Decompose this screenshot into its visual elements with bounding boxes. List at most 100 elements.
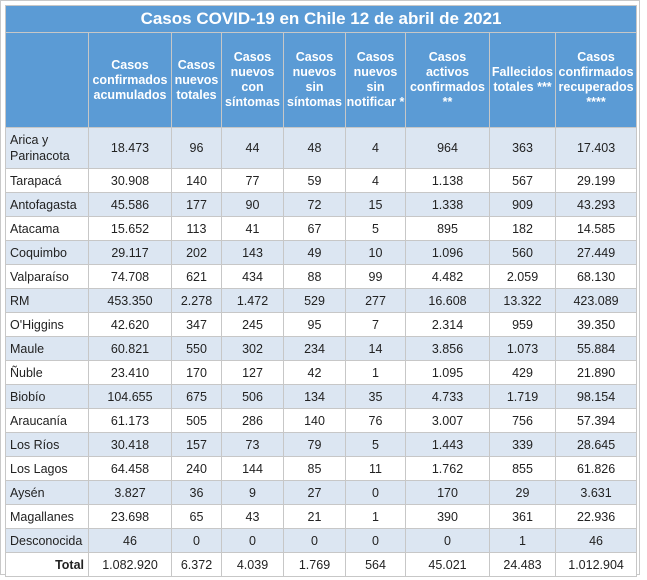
column-header: Casos confirmados acumulados [88, 32, 172, 128]
column-header: Casos nuevos sin notificar * [345, 32, 406, 128]
value-cell: 42 [283, 360, 346, 385]
value-cell: 96 [171, 127, 222, 169]
value-cell: 74.708 [88, 264, 172, 289]
value-cell: 964 [405, 127, 490, 169]
region-name-cell: Biobío [5, 384, 89, 409]
table-title: Casos COVID-19 en Chile 12 de abril de 2… [4, 5, 638, 33]
value-cell: 1.096 [405, 240, 490, 265]
table-row: Desconocida 46 0 0 0 0 0 1 46 [5, 528, 638, 553]
value-cell: 60.821 [88, 336, 172, 361]
total-value-cell: 1.769 [283, 552, 346, 577]
value-cell: 3.856 [405, 336, 490, 361]
region-name-cell: Magallanes [5, 504, 89, 529]
value-cell: 45.586 [88, 192, 172, 217]
value-cell: 85 [283, 456, 346, 481]
region-name-cell: Coquimbo [5, 240, 89, 265]
value-cell: 30.908 [88, 168, 172, 193]
region-name-cell: Atacama [5, 216, 89, 241]
value-cell: 13.322 [489, 288, 556, 313]
value-cell: 104.655 [88, 384, 172, 409]
region-name-cell: Araucanía [5, 408, 89, 433]
value-cell: 429 [489, 360, 556, 385]
value-cell: 170 [171, 360, 222, 385]
value-cell: 29 [489, 480, 556, 505]
value-cell: 1 [345, 504, 406, 529]
table-row: Aysén 3.827 36 9 27 0 170 29 3.631 [5, 480, 638, 505]
value-cell: 76 [345, 408, 406, 433]
value-cell: 36 [171, 480, 222, 505]
value-cell: 14.585 [554, 216, 638, 241]
total-value-cell: 1.012.904 [554, 552, 638, 577]
region-name-cell: Valparaíso [5, 264, 89, 289]
region-name-cell: Los Ríos [5, 432, 89, 457]
column-header-row: Casos confirmados acumulados Casos nuevos… [5, 32, 638, 128]
value-cell: 11 [345, 456, 406, 481]
value-cell: 170 [405, 480, 490, 505]
value-cell: 99 [345, 264, 406, 289]
value-cell: 43 [221, 504, 284, 529]
value-cell: 959 [489, 312, 556, 337]
value-cell: 43.293 [554, 192, 638, 217]
value-cell: 18.473 [88, 127, 172, 169]
value-cell: 46 [88, 528, 172, 553]
total-value-cell: 4.039 [221, 552, 284, 577]
value-cell: 506 [221, 384, 284, 409]
value-cell: 2.059 [489, 264, 556, 289]
value-cell: 57.394 [554, 408, 638, 433]
column-header: Casos nuevos totales [171, 32, 222, 128]
value-cell: 5 [345, 216, 406, 241]
value-cell: 39.350 [554, 312, 638, 337]
value-cell: 390 [405, 504, 490, 529]
value-cell: 28.645 [554, 432, 638, 457]
value-cell: 42.620 [88, 312, 172, 337]
total-value-cell: 45.021 [405, 552, 490, 577]
value-cell: 35 [345, 384, 406, 409]
value-cell: 1.443 [405, 432, 490, 457]
total-value-cell: 1.082.920 [88, 552, 172, 577]
total-label: Total [5, 552, 89, 577]
value-cell: 21.890 [554, 360, 638, 385]
table-row: Arica y Parinacota 18.473 96 44 48 4 964 363 17.… [5, 127, 638, 169]
value-cell: 675 [171, 384, 222, 409]
value-cell: 4.482 [405, 264, 490, 289]
value-cell: 68.130 [554, 264, 638, 289]
value-cell: 177 [171, 192, 222, 217]
value-cell: 113 [171, 216, 222, 241]
value-cell: 67 [283, 216, 346, 241]
value-cell: 79 [283, 432, 346, 457]
value-cell: 7 [345, 312, 406, 337]
value-cell: 0 [345, 528, 406, 553]
value-cell: 5 [345, 432, 406, 457]
value-cell: 143 [221, 240, 284, 265]
value-cell: 4.733 [405, 384, 490, 409]
value-cell: 127 [221, 360, 284, 385]
value-cell: 1 [489, 528, 556, 553]
value-cell: 144 [221, 456, 284, 481]
value-cell: 46 [554, 528, 638, 553]
region-name-cell: Antofagasta [5, 192, 89, 217]
value-cell: 453.350 [88, 288, 172, 313]
region-name-cell: Maule [5, 336, 89, 361]
value-cell: 98.154 [554, 384, 638, 409]
table-row: RM 453.350 2.278 1.472 529 277 16.608 13.322 423… [5, 288, 638, 313]
value-cell: 567 [489, 168, 556, 193]
value-cell: 1.338 [405, 192, 490, 217]
value-cell: 286 [221, 408, 284, 433]
value-cell: 434 [221, 264, 284, 289]
column-header: Fallecidos totales *** [489, 32, 556, 128]
value-cell: 0 [405, 528, 490, 553]
value-cell: 9 [221, 480, 284, 505]
value-cell: 10 [345, 240, 406, 265]
value-cell: 27.449 [554, 240, 638, 265]
value-cell: 55.884 [554, 336, 638, 361]
value-cell: 134 [283, 384, 346, 409]
value-cell: 73 [221, 432, 284, 457]
value-cell: 2.278 [171, 288, 222, 313]
table-row: Antofagasta 45.586 177 90 72 15 1.338 909 43.293 [5, 192, 638, 217]
value-cell: 895 [405, 216, 490, 241]
value-cell: 182 [489, 216, 556, 241]
table-row: Los Lagos 64.458 240 144 85 11 1.762 855 61.826 [5, 456, 638, 481]
value-cell: 347 [171, 312, 222, 337]
value-cell: 529 [283, 288, 346, 313]
